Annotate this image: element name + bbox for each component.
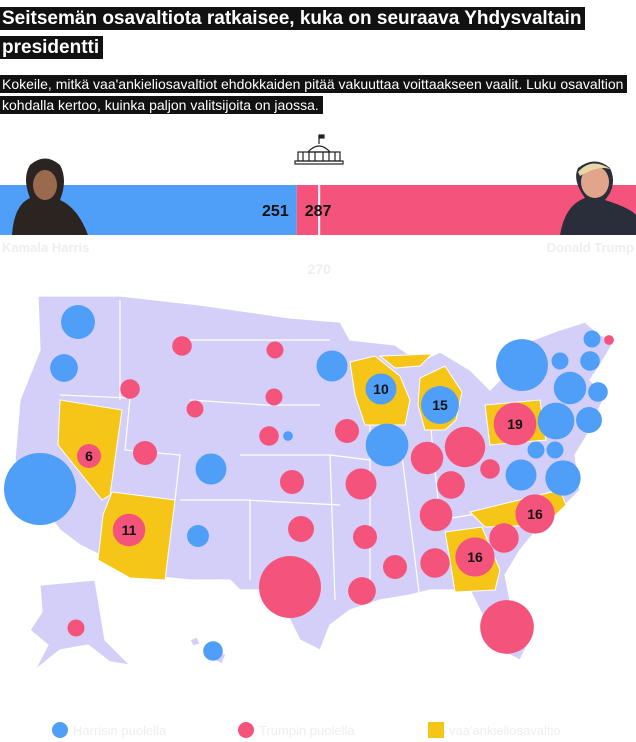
vote-circle [480,459,500,479]
hawaii [189,636,227,665]
legend-label: vaa'ankieliosavaltio [449,723,561,738]
vote-circle [259,556,321,618]
vote-label: 19 [507,416,523,432]
vote-circle [480,600,534,654]
tally-bar: 251 287 Kamala Harris Donald Trump 270 [0,172,636,277]
vote-circle [187,525,209,547]
swing-state [349,355,411,426]
vote-circle [382,554,408,580]
vote-circle [61,305,95,339]
state-borders [59,300,501,601]
map [14,295,616,671]
vote-circle [583,330,601,348]
vote-circle [576,407,602,433]
swing-state [444,526,501,593]
vote-circle [489,523,519,553]
subtitle-text: Kokeile, mitkä vaa'ankieliosavaltiot ehd… [0,75,628,114]
vote-circle [455,537,495,577]
vote-circle [493,402,537,446]
vote-circle [437,471,465,499]
vote-circle [112,513,146,547]
vote-circle [132,440,158,466]
vote-circle [444,426,486,468]
swing-states [57,353,567,593]
legend: Harrisin puolella Trumpin puolella vaa'ank… [52,722,561,738]
swing-state [378,353,463,431]
vote-label: 11 [122,522,137,538]
title-text: Seitsemän osavaltiota ratkaisee, kuka on… [0,7,586,59]
vote-circle [537,402,575,440]
vote-circle [419,498,453,532]
vote-circle [348,577,376,605]
vote-circle [345,468,377,500]
vote-circle [604,335,614,345]
vote-circle [265,388,283,406]
vote-circle [259,426,279,446]
swing-state [469,489,567,528]
subtitle: Kokeile, mitkä vaa'ankieliosavaltiot ehd… [0,74,636,116]
vote-circle [496,339,548,391]
us-mainland [14,295,616,661]
vote-circle [551,352,569,370]
vote-circle [421,386,459,424]
vote-circle [352,524,378,550]
legend-label: Harrisin puolella [73,723,167,738]
vote-circle [279,469,305,495]
harris-name: Kamala Harris [2,240,89,255]
vote-circles: 10 15 6 11 19 16 16 [3,305,614,661]
legend-swatch [238,722,254,738]
vote-circle [420,548,450,578]
vote-circle [580,351,600,371]
harris-portrait [12,158,88,235]
vote-circle [67,619,85,637]
trump-name: Donald Trump [547,240,634,255]
threshold-label: 270 [308,261,332,277]
alaska [29,579,132,671]
vote-label: 6 [85,448,93,464]
vote-label: 16 [527,506,543,522]
vote-circle [120,379,140,399]
vote-circle [515,494,555,534]
harris-votes: 251 [262,203,289,220]
legend-swatch [428,722,444,738]
vote-circle [195,453,227,485]
swing-state [97,491,176,581]
vote-circle [316,350,348,382]
vote-circle [172,336,192,356]
vote-circle [266,341,284,359]
trump-votes: 287 [305,203,332,220]
vote-circle [546,441,564,459]
title: Seitsemän osavaltiota ratkaisee, kuka on… [0,4,600,62]
capitol-icon [294,134,344,165]
vote-circle [365,423,409,467]
vote-circle [186,400,204,418]
vote-circle [76,443,102,469]
trump-bar [296,185,636,235]
vote-circle [588,382,608,402]
vote-circle [410,441,444,475]
vote-circle [334,418,360,444]
swing-state [57,399,123,501]
vote-circle [203,641,223,661]
vote-circle [288,516,314,542]
vote-circle [283,431,293,441]
vote-circle [3,452,77,526]
legend-swatch [52,722,68,738]
vote-label: 16 [467,549,483,565]
vote-label: 10 [373,381,389,397]
vote-label: 15 [432,397,448,413]
vote-circle [553,371,587,405]
swing-state [484,399,547,446]
harris-bar [0,185,297,235]
vote-circle [545,460,581,496]
vote-circle [50,354,78,382]
legend-label: Trumpin puolella [259,723,355,738]
trump-portrait [560,161,636,235]
vote-circle [505,459,537,491]
vote-circle [527,441,545,459]
vote-circle [365,373,397,405]
